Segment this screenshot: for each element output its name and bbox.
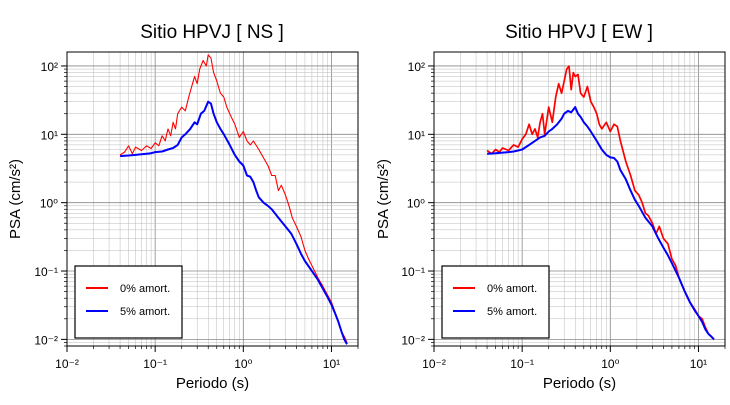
- x-tick-label: 10¹: [690, 357, 707, 371]
- series-line-0pct: [486, 65, 715, 340]
- x-tick-label: 10⁻²: [55, 357, 79, 371]
- grid: [66, 52, 359, 347]
- legend-label: 0% amort.: [120, 283, 170, 295]
- y-tick-label: 10⁰: [407, 197, 425, 211]
- y-tick-label: 10⁻¹: [34, 265, 58, 279]
- series-line-5pct: [487, 106, 715, 341]
- plot-frame: [66, 51, 359, 347]
- y-axis-label: PSA (cm/s²): [7, 159, 24, 239]
- x-tick-label: 10⁰: [234, 357, 252, 371]
- y-tick-label: 10⁻²: [401, 333, 425, 347]
- x-tick-label: 10⁻²: [422, 357, 446, 371]
- chart-panel-1: 10⁻² 10⁻¹ 10⁰ 10¹ 10⁻² 10⁻¹ 10⁰ 10¹ 10² Sitio HPV…: [7, 22, 359, 392]
- plot-frame: [433, 51, 726, 347]
- y-tick-label: 10²: [41, 60, 58, 74]
- series-line-0pct: [119, 54, 348, 343]
- x-axis-label: Periodo (s): [176, 375, 249, 392]
- y-axis-label: PSA (cm/s²): [375, 159, 392, 239]
- legend-label: 0% amort.: [487, 283, 537, 295]
- chart-title: Sitio HPVJ [ NS ]: [140, 22, 284, 43]
- y-tick-label: 10⁰: [40, 197, 58, 211]
- legend-box: [441, 265, 550, 339]
- y-tick-label: 10²: [408, 60, 425, 74]
- series-line-5pct: [120, 100, 348, 345]
- legend: 0% amort. 5% amort.: [441, 265, 550, 339]
- x-tick-label: 10⁻¹: [510, 357, 534, 371]
- x-tick-label: 10¹: [323, 357, 340, 371]
- legend: 0% amort. 5% amort.: [74, 265, 183, 339]
- y-tick-label: 10⁻¹: [401, 265, 425, 279]
- chart-title: Sitio HPVJ [ EW ]: [505, 22, 653, 43]
- y-tick-label: 10¹: [41, 128, 58, 142]
- chart-panel-2: 10⁻² 10⁻¹ 10⁰ 10¹ 10⁻² 10⁻¹ 10⁰ 10¹ 10² Sitio HPV…: [375, 22, 726, 392]
- x-tick-label: 10⁻¹: [143, 357, 167, 371]
- x-tick-label: 10⁰: [601, 357, 619, 371]
- x-axis-label: Periodo (s): [543, 375, 616, 392]
- y-tick-label: 10⁻²: [34, 333, 58, 347]
- y-tick-label: 10¹: [408, 128, 425, 142]
- legend-box: [74, 265, 183, 339]
- legend-label: 5% amort.: [120, 306, 170, 318]
- legend-label: 5% amort.: [487, 306, 537, 318]
